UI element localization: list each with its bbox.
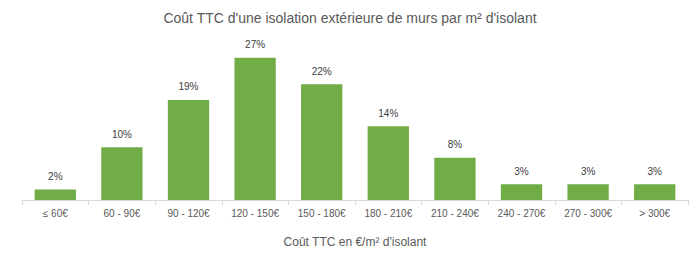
svg-text:270 - 300€: 270 - 300€ — [564, 208, 612, 219]
svg-text:210 - 240€: 210 - 240€ — [431, 208, 479, 219]
svg-text:27%: 27% — [245, 39, 265, 50]
svg-text:180 - 210€: 180 - 210€ — [364, 208, 412, 219]
svg-text:Coût TTC en €/m² d'isolant: Coût TTC en €/m² d'isolant — [284, 235, 427, 249]
svg-text:2%: 2% — [48, 171, 63, 182]
svg-text:≤ 60€: ≤ 60€ — [43, 208, 68, 219]
svg-text:60 - 90€: 60 - 90€ — [104, 208, 141, 219]
svg-text:Coût TTC d'une isolation extér: Coût TTC d'une isolation extérieure de m… — [163, 10, 536, 26]
svg-text:> 300€: > 300€ — [639, 208, 670, 219]
svg-text:150 - 180€: 150 - 180€ — [298, 208, 346, 219]
svg-text:3%: 3% — [647, 166, 662, 177]
svg-text:10%: 10% — [112, 129, 132, 140]
svg-text:22%: 22% — [312, 66, 332, 77]
svg-text:19%: 19% — [178, 81, 198, 92]
svg-text:90 - 120€: 90 - 120€ — [167, 208, 210, 219]
svg-text:240 - 270€: 240 - 270€ — [498, 208, 546, 219]
svg-text:3%: 3% — [581, 166, 596, 177]
svg-text:8%: 8% — [448, 139, 463, 150]
svg-text:14%: 14% — [378, 108, 398, 119]
svg-text:3%: 3% — [514, 166, 529, 177]
svg-text:120 - 150€: 120 - 150€ — [231, 208, 279, 219]
